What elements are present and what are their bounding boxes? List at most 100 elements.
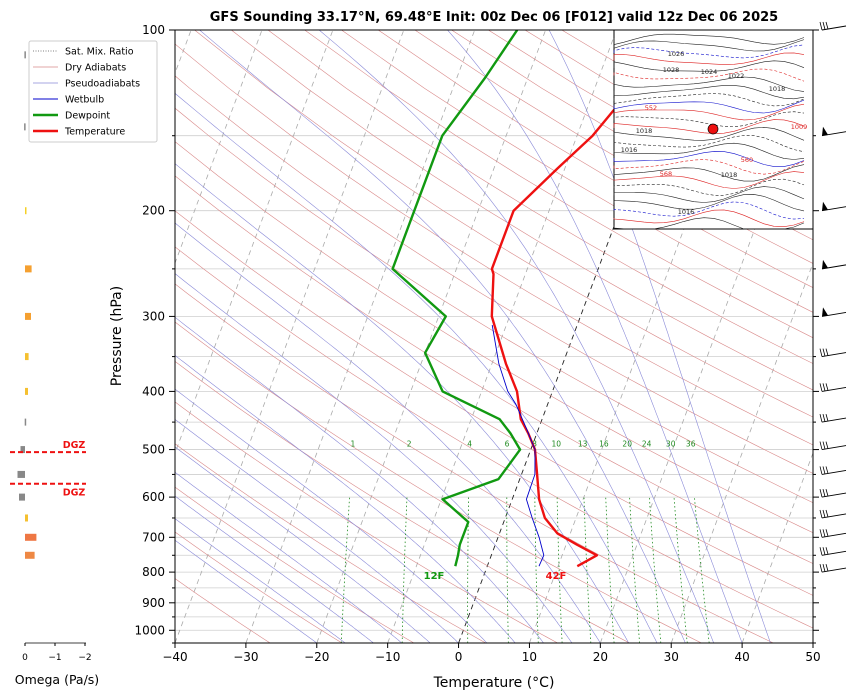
omega-bar xyxy=(25,387,28,395)
pseudoadiabat-line xyxy=(199,30,686,643)
y-tick-label: 300 xyxy=(142,309,165,323)
barb-flag xyxy=(825,441,829,449)
dry-adiabat-line xyxy=(175,486,415,643)
barb-flag xyxy=(825,529,829,537)
isotherm-line xyxy=(599,71,813,643)
y-tick-label: 500 xyxy=(142,443,165,457)
x-tick-label: −40 xyxy=(162,650,187,664)
pseudoadiabat-line xyxy=(175,446,431,643)
dewpoint-line xyxy=(391,30,522,567)
omega-bar xyxy=(24,51,26,59)
omega-bar xyxy=(25,312,31,320)
inset-isobar-label: 1022 xyxy=(728,72,745,80)
inset-contour xyxy=(613,76,805,92)
wind-barb xyxy=(819,441,847,451)
pseudoadiabat-line xyxy=(318,30,715,643)
x-tick-label: −30 xyxy=(233,650,258,664)
barb-flag xyxy=(822,564,826,572)
barb-flag xyxy=(822,21,826,30)
mixing-ratio-label: 1 xyxy=(351,440,356,449)
mixing-ratio-label: 4 xyxy=(467,440,472,449)
legend-entry: Wetbulb xyxy=(65,95,104,106)
y-tick-label: 1000 xyxy=(134,623,165,637)
omega-axis-label: Omega (Pa/s) xyxy=(15,672,99,687)
sounding-series xyxy=(391,30,675,568)
omega-bar xyxy=(25,207,27,215)
barb-flag xyxy=(825,563,829,572)
barb-flag xyxy=(825,488,829,497)
inset-isobar-label: 1018 xyxy=(769,85,786,93)
x-tick-label: 0 xyxy=(455,650,463,664)
pseudoadiabat-line xyxy=(175,495,374,643)
pseudoadiabat-line xyxy=(175,518,346,643)
mixing-ratio-label: 8 xyxy=(532,440,537,449)
mixing-ratio-line xyxy=(673,497,688,643)
legend-entry: Dry Adiabats xyxy=(65,63,126,74)
barb-shaft xyxy=(821,550,847,556)
legend-entry: Sat. Mix. Ratio xyxy=(65,47,134,58)
barb-flag xyxy=(822,529,826,537)
inset-contour xyxy=(613,85,805,100)
mixing-ratio-labels: 1 2 4 6 8 10 13 16 20 24 30 36 xyxy=(351,440,696,449)
barb-shaft xyxy=(821,567,847,573)
inset-contour xyxy=(613,60,805,72)
dry-adiabat-line xyxy=(175,175,813,564)
barb-pennant xyxy=(822,201,828,211)
omega-panel: 0 −1 −2 DGZ DGZ xyxy=(10,51,92,663)
inset-isobar-label: 1028 xyxy=(663,66,680,74)
omega-bar xyxy=(20,446,25,454)
dry-adiabat-line xyxy=(304,30,813,339)
dry-adiabat-line xyxy=(175,401,558,643)
wind-barb xyxy=(819,466,847,475)
x-tick-label: 20 xyxy=(593,650,608,664)
mixing-ratio-label: 36 xyxy=(686,440,696,449)
barb-flag xyxy=(819,509,823,519)
inset-isobar-label: 1016 xyxy=(621,146,638,154)
inset-isobar-label: 1009 xyxy=(791,123,808,131)
isotherm-line xyxy=(529,30,759,643)
y-tick-label: 600 xyxy=(142,490,165,504)
barb-flag xyxy=(819,383,823,392)
mixing-ratio-label: 24 xyxy=(642,440,652,449)
mixing-ratio-line xyxy=(629,497,640,643)
isotherm-line xyxy=(741,451,813,643)
omega-bar xyxy=(25,514,28,522)
inset-contour xyxy=(613,178,805,196)
barb-flag xyxy=(825,21,829,30)
inset-isobar-label: 1018 xyxy=(721,171,738,179)
inset-contour xyxy=(613,201,805,220)
wind-barb xyxy=(821,126,847,137)
barb-shaft xyxy=(821,264,847,270)
y-tick-label: 100 xyxy=(142,23,165,37)
wind-barb xyxy=(819,21,847,31)
barb-shaft xyxy=(821,352,847,358)
wetbulb-line xyxy=(491,324,545,567)
omega-tick-label: −1 xyxy=(48,653,61,663)
wind-barb xyxy=(819,509,847,519)
wind-barbs xyxy=(819,21,847,573)
omega-bar xyxy=(25,551,35,559)
dgz-label: DGZ xyxy=(63,440,86,451)
inset-contour xyxy=(613,194,805,212)
inset-contour xyxy=(613,217,805,230)
isotherm-line xyxy=(670,261,813,643)
isotherm-lines xyxy=(175,30,813,643)
y-tick-label: 900 xyxy=(142,596,165,610)
barb-shaft xyxy=(821,445,847,451)
wind-barb xyxy=(821,201,847,212)
omega-tick-label: 0 xyxy=(22,653,28,663)
dry-adiabat-line xyxy=(175,578,271,643)
barb-flag xyxy=(822,441,826,450)
y-axis-ticks: 100 200 300 400 500 600 700 800 900 1000 xyxy=(134,23,819,644)
barb-shaft xyxy=(821,25,847,31)
mixing-ratio-label: 13 xyxy=(578,440,588,449)
dry-adiabat-line xyxy=(267,30,813,364)
mixing-ratio-label: 20 xyxy=(622,440,632,449)
pseudoadiabat-line xyxy=(175,316,544,643)
dry-adiabat-line xyxy=(378,30,813,288)
dry-adiabat-line xyxy=(175,210,813,596)
y-tick-label: 400 xyxy=(142,384,165,398)
omega-bar xyxy=(24,418,27,426)
wind-barb xyxy=(821,259,847,270)
